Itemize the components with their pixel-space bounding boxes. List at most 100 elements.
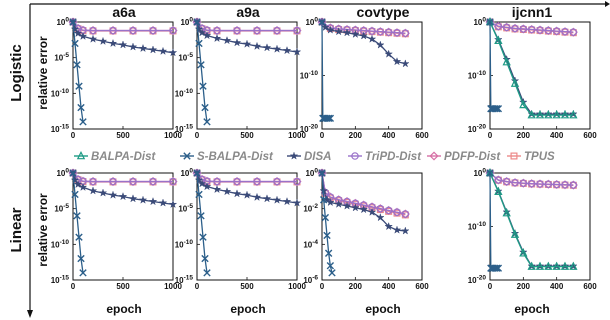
x-tick-label: 400 <box>382 282 396 291</box>
x-tick-label: 0 <box>71 131 76 140</box>
data-point <box>168 199 178 209</box>
data-point <box>494 264 503 272</box>
y-tick-label: 10-10 <box>175 239 194 250</box>
legend-item-pdfp-dist: PDFP-Dist <box>427 151 501 163</box>
series-tripd-dist <box>486 18 578 36</box>
data-point <box>148 196 158 206</box>
x-tick-label: 0 <box>71 282 76 291</box>
data-point <box>148 45 158 54</box>
data-point <box>560 261 570 270</box>
x-tick-label: 1000 <box>288 131 306 140</box>
x-tick-label: 1000 <box>164 282 182 291</box>
series-disa <box>68 17 178 57</box>
y-tick-label: 10-15 <box>51 124 70 135</box>
y-tick-label: 10-5 <box>54 203 69 214</box>
data-point <box>527 110 536 119</box>
data-point <box>324 114 333 122</box>
legend-item-disa: DISA <box>287 151 331 163</box>
data-point <box>128 42 138 51</box>
y-tick-label: 10-20 <box>468 124 487 135</box>
data-point <box>138 195 148 204</box>
legend-marker <box>429 151 439 161</box>
data-point <box>318 18 326 26</box>
series-line <box>196 172 297 183</box>
series-s-balpa-dist <box>193 18 211 126</box>
data-point <box>118 40 128 49</box>
data-point <box>560 261 570 270</box>
data-point <box>213 177 221 186</box>
series-disa <box>317 168 410 235</box>
data-point <box>262 194 272 203</box>
series-line <box>321 21 331 119</box>
data-point <box>199 233 207 241</box>
data-point <box>342 201 352 210</box>
x-tick-label: 500 <box>240 131 254 140</box>
data-point <box>108 190 118 199</box>
column-title-a6a: a6a <box>112 4 136 20</box>
data-point <box>149 26 157 35</box>
y-tick-label: 100 <box>56 17 69 28</box>
x-tick-label: 600 <box>415 282 429 291</box>
panel-linear-ijcnn1: 0 200 400 600 10-20 10-10 100 <box>468 168 598 292</box>
series-line <box>321 172 406 215</box>
data-point <box>253 177 261 186</box>
data-point <box>392 56 402 66</box>
data-point <box>502 57 511 66</box>
series-disa <box>68 168 178 209</box>
data-point <box>334 27 344 36</box>
data-point <box>561 180 569 189</box>
column-title-ijcnn1: ijcnn1 <box>512 4 553 20</box>
series-line <box>196 172 297 183</box>
series-line <box>196 21 297 32</box>
x-tick-label: 200 <box>349 282 363 291</box>
data-point <box>486 18 494 26</box>
series-line <box>196 21 298 53</box>
data-point <box>502 208 511 217</box>
top-arrow-head <box>605 1 610 7</box>
y-tick-label: 10-10 <box>468 70 487 81</box>
x-tick-label: 0 <box>488 131 493 140</box>
x-tick-label: 200 <box>517 282 531 291</box>
data-point <box>367 34 377 43</box>
data-point <box>69 169 77 177</box>
x-tick-label: 500 <box>116 131 130 140</box>
x-tick-label: 500 <box>240 282 254 291</box>
data-point <box>197 61 205 69</box>
series-line <box>72 21 174 54</box>
data-point <box>350 203 360 212</box>
y-tick-label: 100 <box>180 17 193 28</box>
data-point <box>193 169 201 177</box>
data-point <box>561 27 569 36</box>
plot-frame <box>196 172 298 281</box>
data-point <box>242 39 252 48</box>
legend-label: BALPA-Dist <box>91 151 156 163</box>
data-point <box>109 177 117 186</box>
ylabel-top: relative error <box>36 36 50 110</box>
y-tick-label: 10-10 <box>51 88 70 99</box>
data-point <box>272 44 282 53</box>
data-point <box>98 36 108 45</box>
data-point <box>73 61 81 69</box>
data-point <box>324 249 333 257</box>
data-point <box>98 188 108 197</box>
series-s-balpa-dist <box>193 169 211 277</box>
series-s-balpa-dist <box>486 169 503 272</box>
data-point <box>400 226 410 235</box>
column-title-a9a: a9a <box>236 4 260 20</box>
data-point <box>203 269 211 277</box>
data-point <box>252 192 262 201</box>
data-point <box>367 207 377 216</box>
data-point <box>109 26 117 35</box>
data-point <box>197 28 207 37</box>
data-point <box>202 181 212 191</box>
panel-linear-a6a: 0 500 1000 10-15 10-10 10-5 100 <box>51 168 183 292</box>
panel-linear-a9a: 0 500 1000 10-15 10-10 10-5 100 <box>175 168 307 292</box>
data-point <box>272 195 282 204</box>
data-point <box>282 45 292 55</box>
data-point <box>71 190 79 199</box>
xlabel-covtype: epoch <box>365 302 400 316</box>
data-point <box>158 46 168 55</box>
left-arrow-head <box>27 310 33 318</box>
data-point <box>75 233 83 241</box>
